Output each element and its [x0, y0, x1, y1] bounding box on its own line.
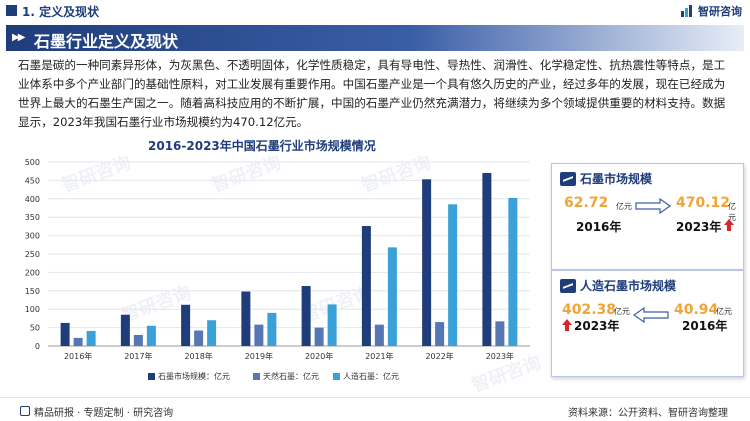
section-marker [6, 5, 17, 16]
top-bar: 1. 定义及现状 智研咨询 [0, 0, 750, 22]
up-arrow-icon [724, 219, 734, 231]
legend-swatch [253, 373, 260, 380]
y-tick-label: 250 [25, 250, 40, 259]
y-tick-label: 200 [25, 268, 40, 277]
artificial-graphite-card: 人造石墨市场规模 402.38 亿元 2023年 40.94 亿元 2016年 [551, 270, 744, 377]
left-year: 2023年 [574, 319, 620, 333]
chart-icon [560, 172, 576, 186]
graphite-market-card: 石墨市场规模 62.72 亿元 2016年 470.12 亿元 2023年 [551, 163, 744, 270]
y-tick-label: 450 [25, 176, 40, 185]
document-icon [20, 406, 30, 416]
to-value: 470.12 [676, 195, 731, 211]
x-tick-label: 2016年 [64, 351, 92, 361]
title-banner: ▶▶ 石墨行业定义及现状 [6, 25, 744, 51]
left-unit: 亿元 [614, 307, 630, 316]
y-tick-label: 150 [25, 287, 40, 296]
right-year: 2016年 [682, 319, 728, 333]
bar-2 [254, 324, 264, 346]
left-value: 402.38 [562, 302, 617, 318]
x-tick-label: 2021年 [365, 351, 393, 361]
brand-logo-icon [681, 5, 692, 17]
y-tick-label: 400 [25, 195, 40, 204]
double-arrow-icon: ▶▶ [12, 32, 25, 43]
x-tick-label: 2020年 [305, 351, 333, 361]
card-header: 人造石墨市场规模 [560, 277, 676, 294]
bar-1 [120, 314, 130, 346]
bar-1 [482, 172, 492, 346]
legend-label: 人造石墨：亿元 [343, 371, 399, 381]
bar-3 [327, 304, 337, 346]
bar-2 [495, 321, 505, 346]
to-year: 2023年 [676, 220, 722, 234]
y-tick-label: 350 [25, 213, 40, 222]
footer: 精品研报 · 专题定制 · 研究咨询 资料来源：公开资料、智研咨询整理 [0, 397, 750, 421]
legend-label: 天然石墨：亿元 [263, 371, 319, 381]
x-tick-label: 2023年 [486, 351, 514, 361]
bar-3 [146, 325, 156, 346]
bar-1 [60, 322, 70, 346]
bar-3 [86, 330, 96, 346]
bar-1 [181, 304, 191, 346]
bar-3 [207, 320, 217, 346]
bar-1 [241, 291, 251, 346]
up-arrow-icon [562, 319, 572, 331]
to-unit: 亿元 [728, 202, 736, 222]
bar-1 [361, 226, 371, 346]
legend-swatch [148, 373, 155, 380]
intro-paragraph: 石墨是碳的一种同素异形体，为灰黑色、不透明固体，化学性质稳定，具有导电性、导热性… [18, 58, 726, 129]
bar-2 [73, 337, 83, 346]
from-value: 62.72 [564, 195, 609, 211]
page-title: 石墨行业定义及现状 [34, 32, 179, 51]
from-unit: 亿元 [616, 202, 632, 211]
right-arrow-icon [635, 198, 672, 214]
bar-1 [301, 286, 311, 346]
bar-1 [422, 179, 432, 346]
footer-tagline: 精品研报 · 专题定制 · 研究咨询 [34, 408, 174, 419]
left-arrow-icon [632, 307, 669, 323]
y-tick-label: 50 [30, 324, 40, 333]
chart-icon [560, 279, 576, 293]
y-tick-label: 100 [25, 305, 40, 314]
card-header: 石墨市场规模 [560, 170, 652, 187]
bar-2 [435, 322, 445, 346]
brand-logo: 智研咨询 [681, 3, 742, 19]
right-value: 40.94 [674, 302, 719, 318]
bar-2 [314, 327, 324, 346]
legend-label: 石墨市场规模：亿元 [158, 371, 230, 381]
x-tick-label: 2022年 [425, 351, 453, 361]
right-unit: 亿元 [716, 307, 732, 316]
bar-3 [267, 312, 277, 346]
bar-2 [194, 330, 204, 346]
x-tick-label: 2017年 [124, 351, 152, 361]
data-source: 资料来源：公开资料、智研咨询整理 [568, 408, 728, 419]
bar-2 [133, 334, 143, 346]
y-tick-label: 0 [35, 342, 40, 351]
bar-3 [508, 197, 518, 346]
card-title: 人造石墨市场规模 [580, 279, 677, 293]
from-year: 2016年 [576, 220, 622, 234]
bar-2 [374, 324, 384, 346]
bar-chart: 0 50 100 150 200 250 300 350 400 450 500 2016年 2017年… [25, 158, 530, 381]
x-tick-label: 2018年 [184, 351, 212, 361]
x-tick-label: 2019年 [245, 351, 273, 361]
card-title: 石墨市场规模 [580, 172, 653, 186]
y-tick-label: 500 [25, 158, 40, 167]
bar-3 [448, 204, 458, 346]
brand-name: 智研咨询 [698, 5, 742, 18]
section-label: 1. 定义及现状 [22, 5, 100, 19]
bar-3 [387, 247, 397, 346]
chart-title: 2016-2023年中国石墨行业市场规模情况 [148, 139, 376, 153]
y-tick-label: 300 [25, 232, 40, 241]
legend-swatch [333, 373, 340, 380]
